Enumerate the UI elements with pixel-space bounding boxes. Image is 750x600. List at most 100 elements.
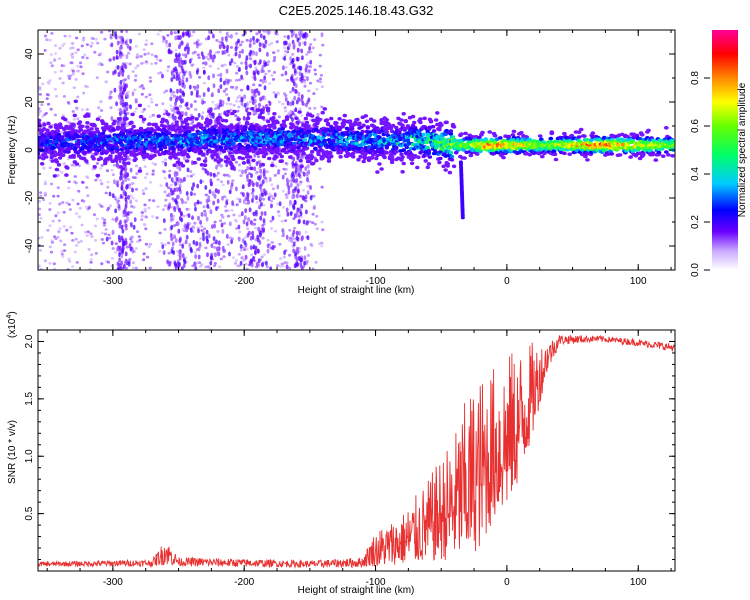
band-cell	[236, 117, 241, 122]
noise-speckle	[262, 203, 266, 207]
streak-speckle	[240, 101, 244, 107]
noise-speckle	[237, 264, 241, 268]
band-cell	[171, 147, 176, 151]
noise-speckle	[89, 44, 93, 48]
noise-speckle	[219, 257, 223, 261]
noise-speckle	[162, 170, 166, 174]
band-cell	[448, 129, 454, 133]
noise-speckle	[207, 57, 211, 61]
noise-speckle	[129, 194, 133, 198]
band-cell	[49, 155, 54, 160]
noise-speckle	[38, 112, 41, 116]
noise-speckle	[263, 80, 267, 83]
noise-speckle	[100, 164, 104, 167]
noise-speckle	[222, 222, 226, 225]
noise-speckle	[54, 237, 58, 241]
noise-speckle	[274, 164, 278, 168]
streak-speckle	[210, 243, 214, 249]
band-cell	[84, 159, 89, 163]
noise-speckle	[267, 43, 271, 47]
noise-speckle	[198, 75, 202, 79]
band-cell	[438, 156, 443, 161]
noise-speckle	[249, 253, 254, 257]
streak-speckle	[240, 74, 244, 80]
streak-speckle	[181, 78, 184, 84]
noise-speckle	[43, 193, 47, 197]
noise-speckle	[299, 194, 303, 198]
streak-speckle	[306, 235, 310, 241]
noise-speckle	[320, 105, 324, 109]
noise-speckle	[258, 159, 262, 163]
streak-speckle	[237, 38, 240, 44]
noise-speckle	[108, 96, 112, 100]
band-cell	[112, 119, 117, 124]
streak-speckle	[249, 38, 253, 43]
noise-speckle	[167, 241, 171, 245]
noise-speckle	[135, 172, 139, 176]
band-cell	[210, 112, 215, 117]
streak-speckle	[254, 104, 258, 109]
band-cell	[156, 114, 161, 118]
streak-speckle	[110, 240, 114, 246]
band-cell	[283, 150, 289, 155]
streak-speckle	[223, 80, 226, 86]
noise-speckle	[63, 249, 67, 253]
streak-speckle	[186, 42, 190, 48]
noise-speckle	[90, 152, 94, 156]
streak-speckle	[262, 218, 266, 224]
streak-speckle	[125, 92, 129, 97]
streak-speckle	[299, 211, 303, 217]
band-cell	[298, 159, 303, 163]
noise-speckle	[162, 112, 167, 116]
band-cell	[117, 126, 123, 130]
noise-speckle	[89, 232, 93, 236]
noise-speckle	[58, 46, 62, 50]
noise-speckle	[216, 178, 220, 182]
noise-speckle	[175, 250, 180, 253]
band-cell	[58, 125, 64, 129]
streak-speckle	[111, 193, 115, 199]
noise-speckle	[309, 50, 313, 54]
streak-speckle	[301, 75, 304, 81]
streak-speckle	[251, 194, 255, 200]
noise-speckle	[277, 115, 281, 119]
streak-speckle	[123, 207, 127, 213]
noise-speckle	[298, 183, 302, 186]
streak-speckle	[183, 155, 186, 161]
noise-speckle	[202, 66, 206, 69]
streak-speckle	[170, 213, 174, 219]
noise-speckle	[276, 91, 280, 95]
noise-speckle	[199, 237, 203, 240]
band-cell	[401, 112, 406, 116]
streak-speckle	[292, 248, 295, 254]
streak-speckle	[230, 58, 234, 63]
noise-speckle	[258, 84, 262, 87]
noise-speckle	[144, 95, 148, 99]
streak-speckle	[292, 44, 296, 50]
band-cell	[361, 159, 366, 164]
streak-speckle	[262, 171, 266, 177]
streak-speckle	[180, 40, 184, 46]
band-cell	[138, 114, 144, 119]
streak-speckle	[256, 182, 259, 187]
noise-speckle	[89, 260, 93, 264]
noise-speckle	[282, 167, 286, 171]
noise-speckle	[232, 213, 236, 217]
streak-speckle	[247, 217, 250, 222]
noise-speckle	[234, 32, 239, 35]
streak-speckle	[291, 100, 295, 106]
streak-speckle	[273, 57, 276, 63]
noise-speckle	[43, 259, 48, 263]
streak-speckle	[300, 48, 304, 54]
noise-speckle	[220, 213, 224, 217]
band-cell	[103, 161, 108, 166]
streak-speckle	[192, 182, 196, 188]
band-cell	[105, 149, 110, 154]
noise-speckle	[144, 242, 148, 246]
streak-speckle	[116, 65, 120, 70]
band-cell	[275, 120, 280, 125]
band-cell	[196, 157, 201, 161]
noise-speckle	[216, 67, 220, 70]
streak-speckle	[248, 230, 251, 236]
streak-speckle	[116, 266, 120, 270]
